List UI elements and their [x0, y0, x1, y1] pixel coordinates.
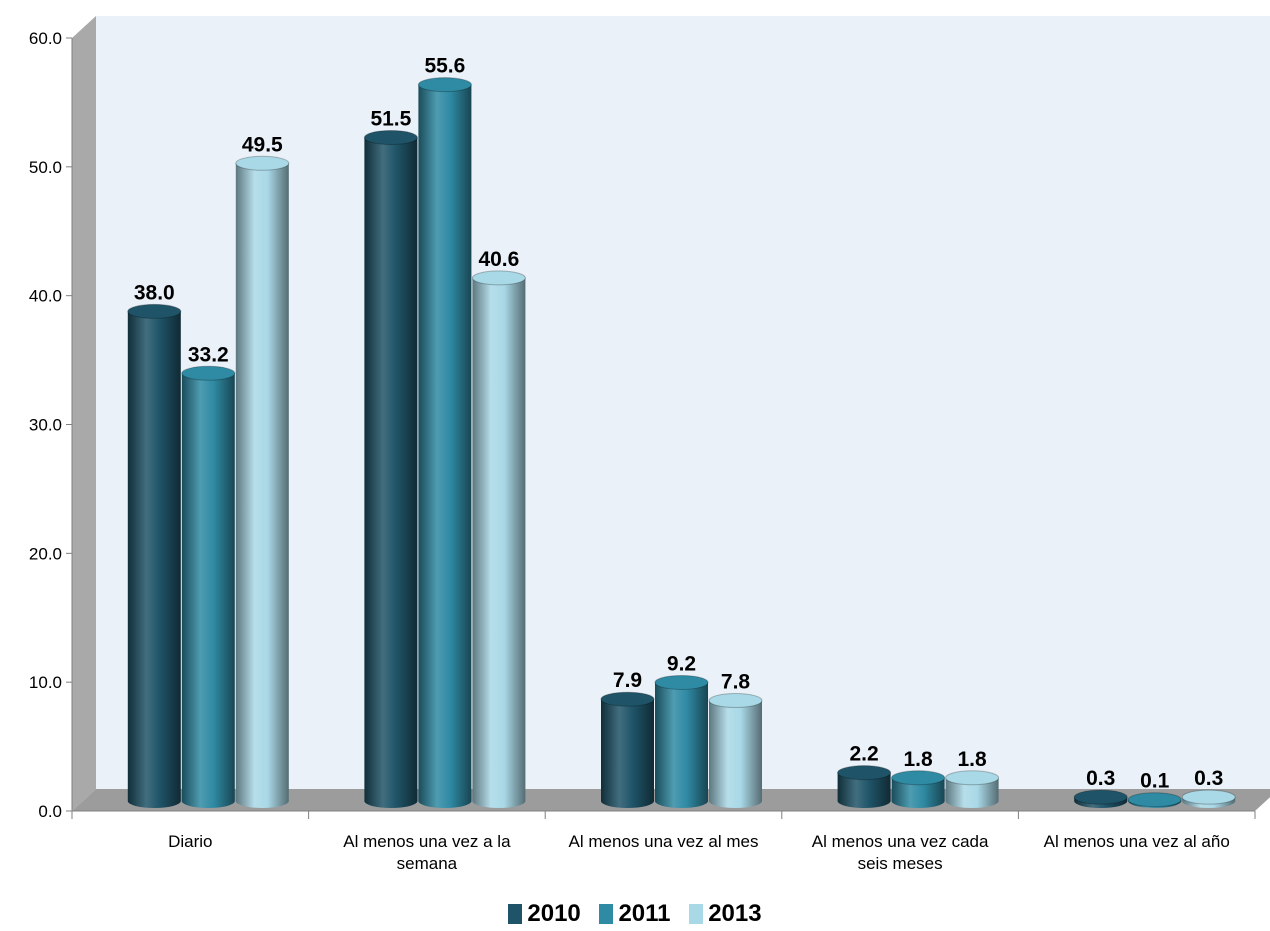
legend-swatch-2011 — [599, 904, 614, 924]
bar-2011-3 — [891, 770, 946, 808]
x-category-label: Al menos una vez cada — [812, 832, 989, 851]
data-label: 0.1 — [1140, 770, 1170, 793]
legend-label-2011: 2011 — [618, 900, 671, 927]
bar-2010-4 — [1073, 789, 1128, 808]
legend-swatch-2013 — [689, 904, 704, 924]
legend-item-2011: 2011 — [599, 900, 671, 928]
data-label: 9.2 — [667, 652, 696, 675]
data-label: 0.3 — [1086, 767, 1115, 790]
bar-2010-0 — [127, 303, 182, 808]
data-label: 55.6 — [424, 55, 465, 78]
axes: 0.0 10.0 20.0 30.0 40.0 50.0 60.0 Diario Al meno… — [29, 29, 1256, 873]
bar-2010-1 — [363, 130, 418, 809]
bar-2010-2 — [600, 691, 655, 808]
side-wall — [72, 16, 96, 811]
x-category-label: Diario — [168, 832, 212, 851]
data-label: 49.5 — [242, 133, 283, 156]
bar-2013-2 — [708, 693, 763, 808]
legend: 2010 2011 2013 — [0, 900, 1270, 931]
y-tick-label: 30.0 — [29, 416, 62, 435]
data-labels: 38.0 51.5 7.9 2.2 0.3 33.2 55.6 9.2 1.8 0.1 49.5 40… — [134, 55, 1223, 793]
data-label: 33.2 — [188, 343, 229, 366]
data-label: 51.5 — [370, 108, 411, 131]
x-category-label: Al menos una vez a la — [343, 832, 511, 851]
data-label: 0.3 — [1194, 767, 1223, 790]
bar-2013-1 — [471, 270, 526, 809]
legend-swatch-2010 — [508, 904, 523, 924]
data-label: 1.8 — [903, 748, 933, 771]
y-tick-label: 0.0 — [38, 802, 62, 821]
x-category-label: Al menos una vez al mes — [569, 832, 759, 851]
y-tick-label: 20.0 — [29, 544, 62, 563]
y-tick-label: 60.0 — [29, 29, 62, 48]
y-tick-label: 40.0 — [29, 287, 62, 306]
x-category-label: seis meses — [858, 854, 943, 873]
data-label: 7.8 — [721, 671, 751, 694]
bar-2011-4 — [1127, 792, 1182, 808]
bar-2013-3 — [945, 770, 1000, 808]
data-label: 40.6 — [478, 248, 519, 271]
x-category-label: semana — [397, 854, 458, 873]
data-label: 7.9 — [613, 669, 642, 692]
x-category-label: Al menos una vez al año — [1044, 832, 1230, 851]
bar-2011-0 — [181, 365, 236, 808]
bars — [127, 77, 1236, 809]
data-label: 2.2 — [849, 743, 878, 766]
data-label: 1.8 — [957, 748, 987, 771]
legend-item-2013: 2013 — [689, 900, 762, 928]
legend-label-2013: 2013 — [708, 900, 762, 927]
y-tick-label: 10.0 — [29, 673, 62, 692]
legend-item-2010: 2010 — [508, 900, 581, 928]
bar-2011-2 — [654, 674, 709, 808]
bar-2011-1 — [417, 77, 472, 809]
bar-2013-4 — [1181, 789, 1236, 808]
data-label: 38.0 — [134, 281, 175, 304]
bar-2010-3 — [837, 765, 892, 808]
bar-2013-0 — [235, 155, 290, 808]
legend-label-2010: 2010 — [527, 900, 581, 927]
y-tick-label: 50.0 — [29, 158, 62, 177]
